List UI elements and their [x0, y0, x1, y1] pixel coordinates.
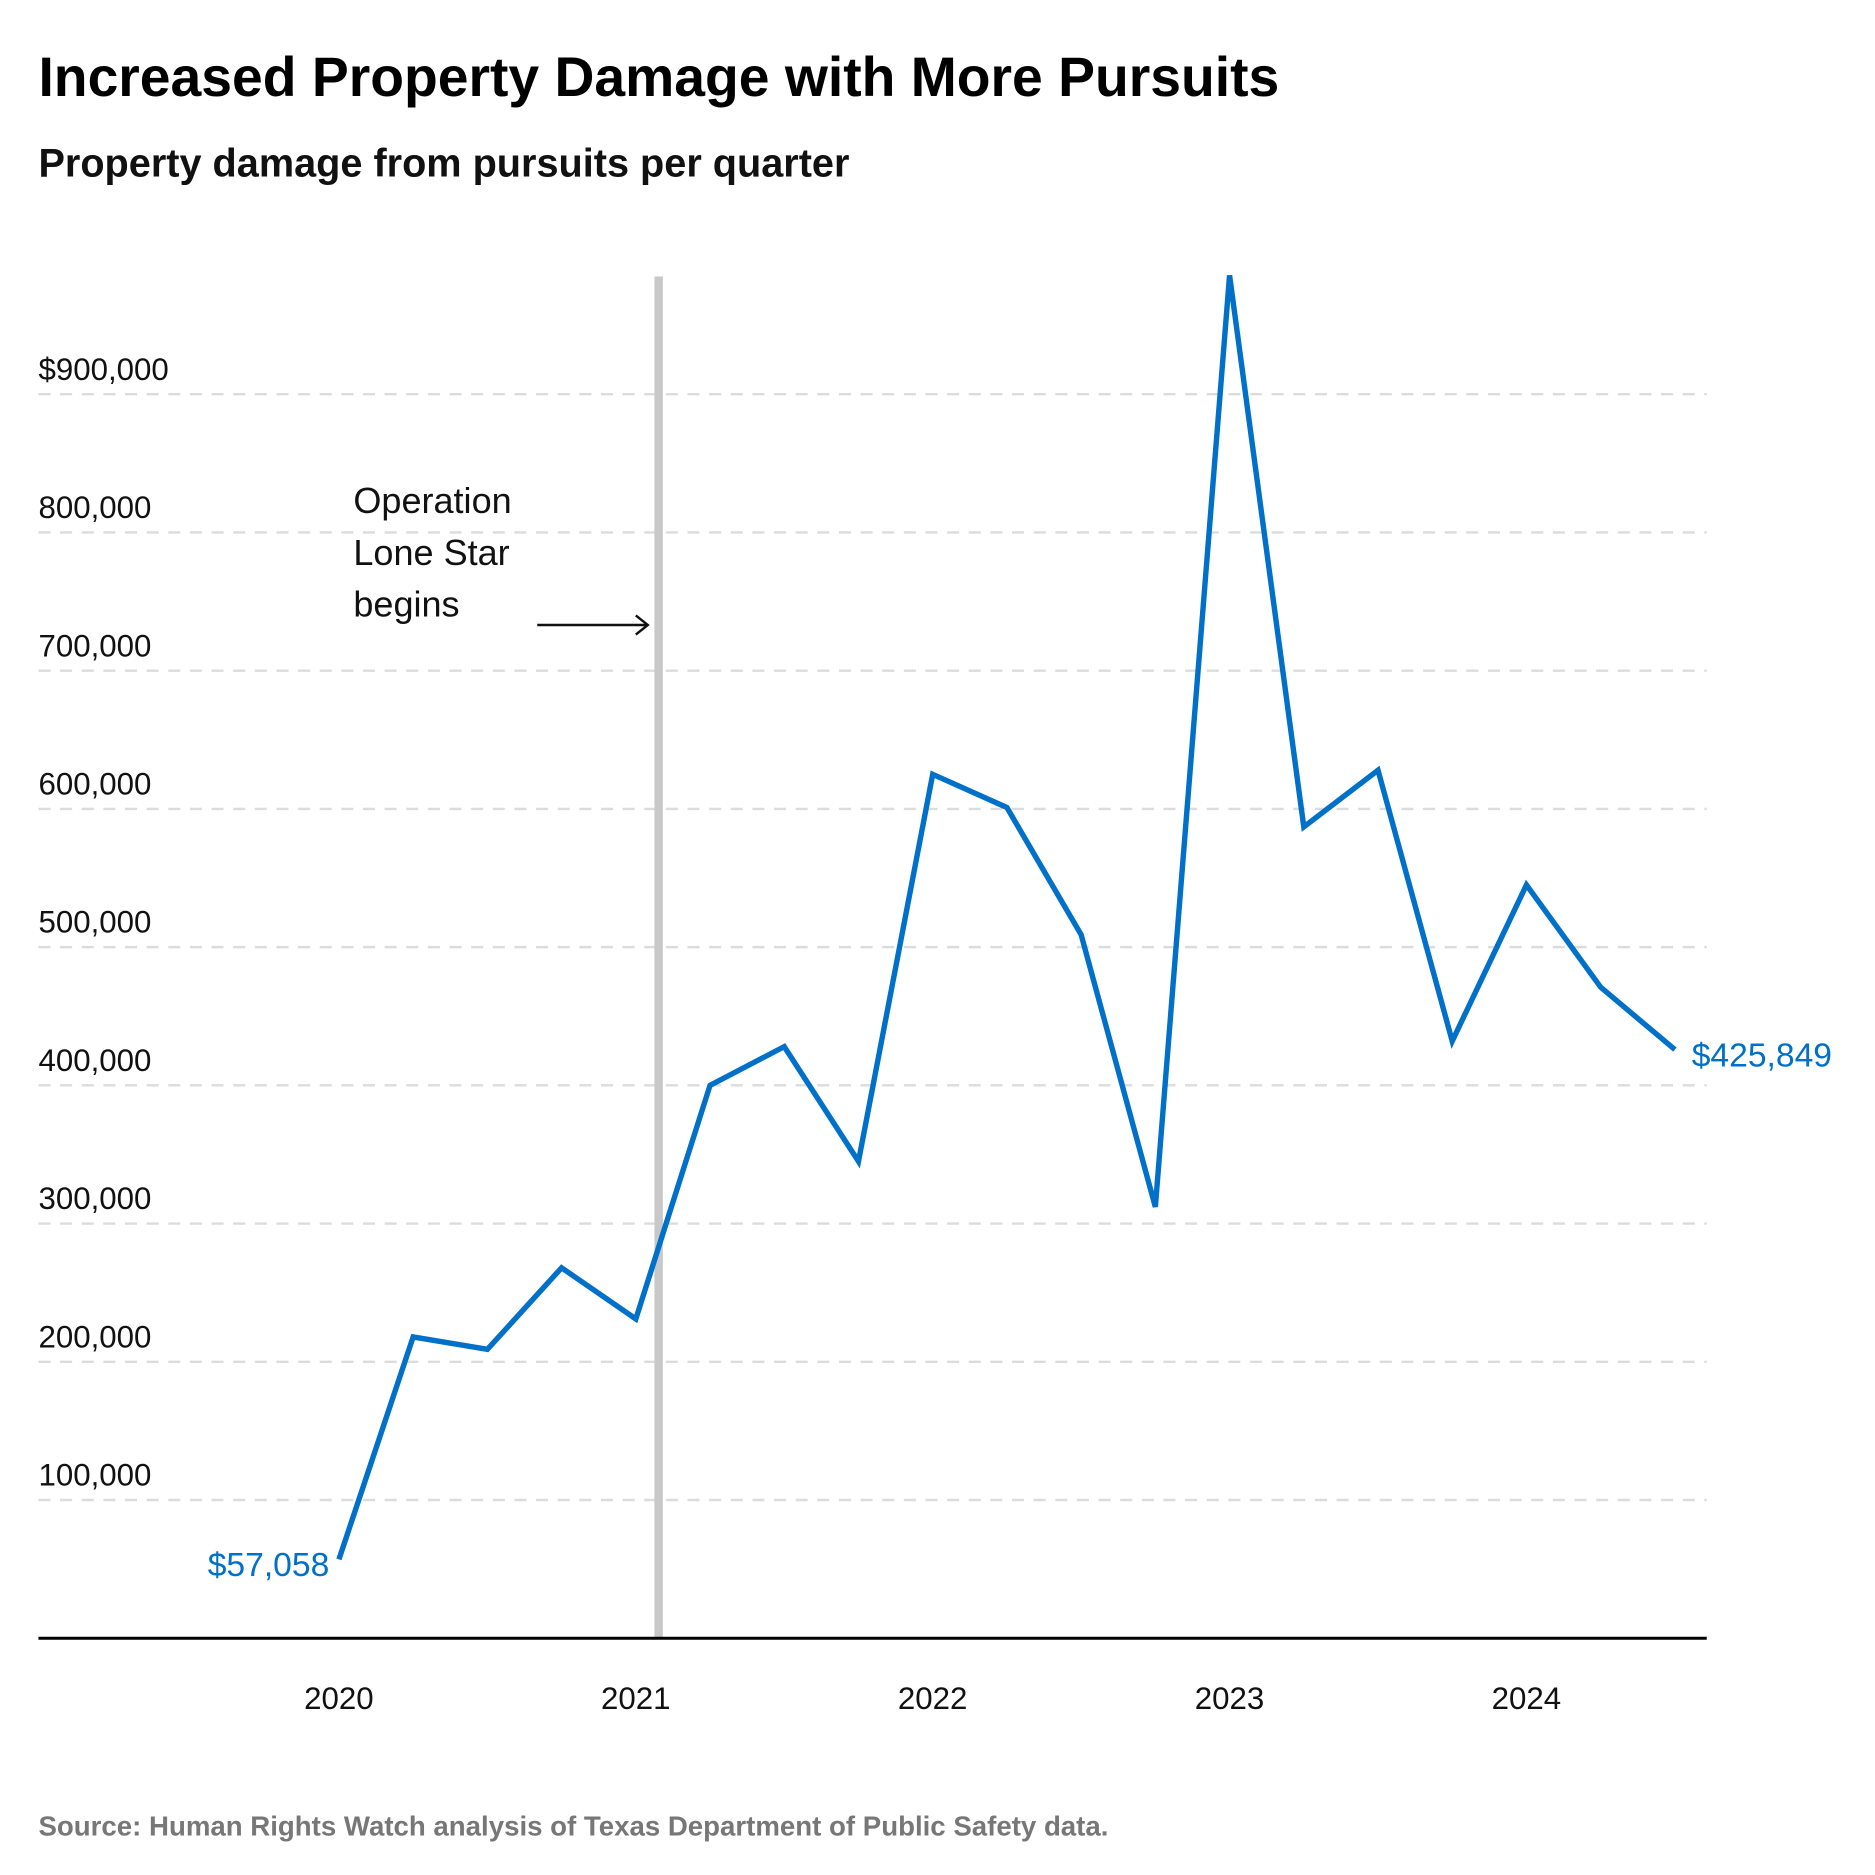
first-value-label: $57,058	[208, 1547, 330, 1584]
arrow-right-icon	[537, 614, 650, 636]
y-tick-label: 500,000	[38, 905, 151, 940]
chart-subtitle: Property damage from pursuits per quarte…	[38, 142, 849, 186]
last-value-label: $425,849	[1692, 1037, 1832, 1074]
x-tick-label: 2021	[601, 1681, 671, 1716]
x-tick-label: 2020	[304, 1681, 374, 1716]
source-text: Human Rights Watch analysis of Texas Dep…	[149, 1810, 1108, 1841]
annotation-line-2: Lone Star	[353, 532, 509, 573]
annotation-line-1: Operation	[353, 480, 511, 521]
y-tick-label: 200,000	[38, 1319, 151, 1354]
annotation-line-3: begins	[353, 584, 459, 625]
chart-title: Increased Property Damage with More Purs…	[38, 46, 1279, 108]
y-tick-label: 300,000	[38, 1181, 151, 1216]
y-tick-label: $900,000	[38, 352, 168, 387]
y-axis: 100,000 200,000 300,000 400,000 500,000 600,0…	[38, 352, 168, 1493]
x-tick-label: 2023	[1195, 1681, 1265, 1716]
x-axis: 2020 2021 2022 2023 2024	[304, 1681, 1561, 1716]
y-tick-label: 700,000	[38, 628, 151, 663]
y-tick-label: 600,000	[38, 766, 151, 801]
series-line	[336, 274, 1677, 1561]
y-tick-label: 800,000	[38, 490, 151, 525]
series-path	[336, 274, 1677, 1561]
x-tick-label: 2024	[1492, 1681, 1562, 1716]
annotation: Operation Lone Star begins	[353, 480, 650, 636]
source-note: Source: Human Rights Watch analysis of T…	[38, 1810, 1108, 1841]
y-tick-label: 400,000	[38, 1043, 151, 1078]
x-tick-label: 2022	[898, 1681, 968, 1716]
y-tick-label: 100,000	[38, 1458, 151, 1493]
gridlines	[38, 393, 1707, 1502]
source-label: Source:	[38, 1810, 141, 1841]
